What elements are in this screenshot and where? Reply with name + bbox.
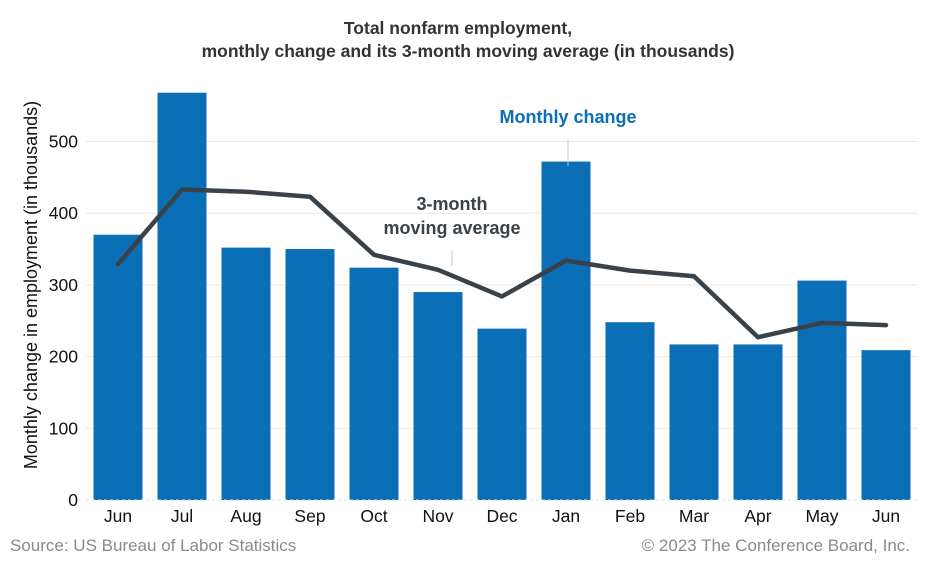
moving-average-line bbox=[115, 187, 889, 340]
bar-may bbox=[797, 280, 847, 500]
annotation-ma-line-2: moving average bbox=[383, 218, 520, 238]
x-axis-ticks: Jun Jul Aug Sep Oct Nov Dec Jan Feb Mar Apr May Jun bbox=[104, 506, 900, 526]
bar-feb bbox=[605, 322, 655, 500]
moving-average-layer bbox=[115, 187, 889, 340]
y-tick-label: 0 bbox=[68, 490, 78, 510]
x-tick-label: Dec bbox=[486, 506, 517, 526]
monthly-change-bars bbox=[93, 92, 911, 501]
bar-jan bbox=[541, 161, 591, 501]
bar-oct bbox=[349, 267, 399, 500]
y-tick-label: 300 bbox=[49, 275, 78, 295]
y-axis-label: Monthly change in employment (in thousan… bbox=[21, 101, 41, 469]
bar-jun bbox=[861, 350, 911, 500]
x-tick-label: Aug bbox=[230, 506, 261, 526]
bar-jul bbox=[157, 92, 207, 500]
y-tick-label: 200 bbox=[49, 347, 78, 367]
x-tick-label: Jul bbox=[171, 506, 193, 526]
chart-title-line-1: Total nonfarm employment, bbox=[344, 18, 572, 38]
source-note: Source: US Bureau of Labor Statistics bbox=[10, 536, 296, 555]
x-tick-label: Jun bbox=[872, 506, 900, 526]
x-tick-label: May bbox=[805, 506, 838, 526]
bar-apr bbox=[733, 344, 783, 500]
bar-mar bbox=[669, 344, 719, 500]
x-tick-label: Feb bbox=[615, 506, 645, 526]
bar-sep bbox=[285, 249, 335, 500]
bar-dec bbox=[477, 328, 527, 500]
x-tick-label: Jan bbox=[552, 506, 580, 526]
x-tick-label: Oct bbox=[360, 506, 387, 526]
y-tick-label: 100 bbox=[49, 418, 78, 438]
bar-nov bbox=[413, 292, 463, 500]
x-tick-label: Nov bbox=[422, 506, 453, 526]
chart-title-line-2: monthly change and its 3-month moving av… bbox=[202, 41, 735, 61]
bar-jun bbox=[93, 234, 143, 500]
x-tick-label: Apr bbox=[744, 506, 771, 526]
bar-aug bbox=[221, 247, 271, 500]
annotation-monthly-change: Monthly change bbox=[499, 107, 636, 127]
annotation-ma-line-1: 3-month bbox=[417, 194, 488, 214]
y-tick-label: 500 bbox=[49, 132, 78, 152]
x-tick-label: Sep bbox=[294, 506, 325, 526]
y-tick-label: 400 bbox=[49, 203, 78, 223]
copyright-note: © 2023 The Conference Board, Inc. bbox=[642, 536, 910, 555]
x-tick-label: Jun bbox=[104, 506, 132, 526]
x-tick-label: Mar bbox=[679, 506, 709, 526]
y-axis-ticks: 0 100 200 300 400 500 bbox=[49, 132, 78, 511]
